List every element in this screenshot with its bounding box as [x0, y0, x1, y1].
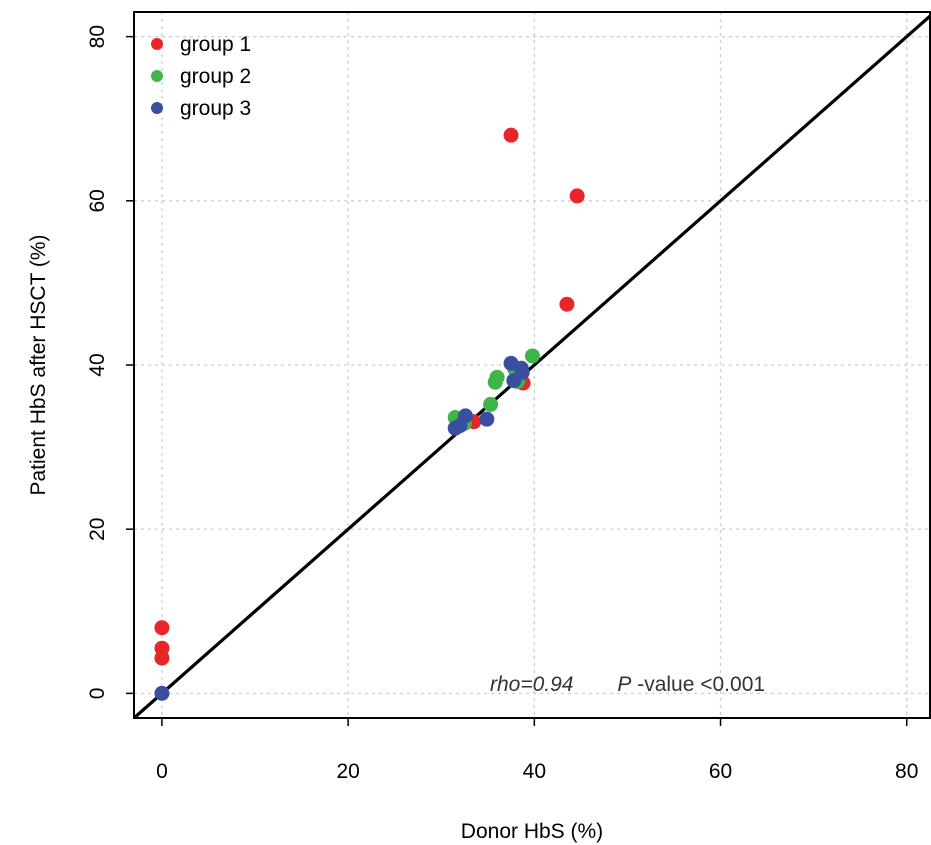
legend-label: group 2 [180, 65, 251, 88]
data-point [479, 411, 495, 427]
data-point [503, 127, 519, 143]
y-tick-label: 80 [86, 25, 109, 48]
x-axis-label: Donor HbS (%) [461, 820, 603, 843]
data-point [483, 396, 499, 412]
legend-marker [151, 70, 163, 82]
data-point [559, 296, 575, 312]
data-point [489, 369, 505, 385]
y-axis-label: Patient HbS after HSCT (%) [27, 234, 50, 495]
legend: group 1 group 2 group 3 [151, 33, 251, 120]
x-tick-label: 20 [336, 760, 359, 783]
legend-label: group 3 [180, 97, 251, 120]
x-tick-label: 60 [709, 760, 732, 783]
identity-line [132, 14, 931, 720]
data-point [569, 188, 585, 204]
data-points [154, 127, 585, 701]
y-tick-label: 60 [86, 189, 109, 212]
legend-label: group 1 [180, 33, 251, 56]
p-italic: P [617, 673, 631, 696]
data-point [154, 685, 170, 701]
rho-text: rho=0.94 [490, 673, 574, 696]
legend-marker [151, 102, 163, 114]
legend-marker [151, 38, 163, 50]
x-tick-label: 40 [523, 760, 546, 783]
data-point [457, 408, 473, 424]
data-point [514, 364, 530, 380]
data-point [154, 650, 170, 666]
x-tick-label: 80 [895, 760, 918, 783]
y-tick-label: 20 [86, 518, 109, 541]
data-point [154, 620, 170, 636]
y-tick-label: 0 [86, 688, 109, 700]
p-value-text: -value <0.001 [637, 673, 765, 696]
x-tick-label: 0 [156, 760, 168, 783]
x-axis: 0 20 40 60 80 [156, 718, 918, 783]
y-tick-label: 40 [86, 353, 109, 376]
identity-line-path [132, 14, 931, 720]
stats-annotation: rho=0.94 P -value <0.001 [490, 673, 765, 696]
y-axis: 0 20 40 60 80 [86, 25, 134, 699]
data-point [524, 348, 540, 364]
